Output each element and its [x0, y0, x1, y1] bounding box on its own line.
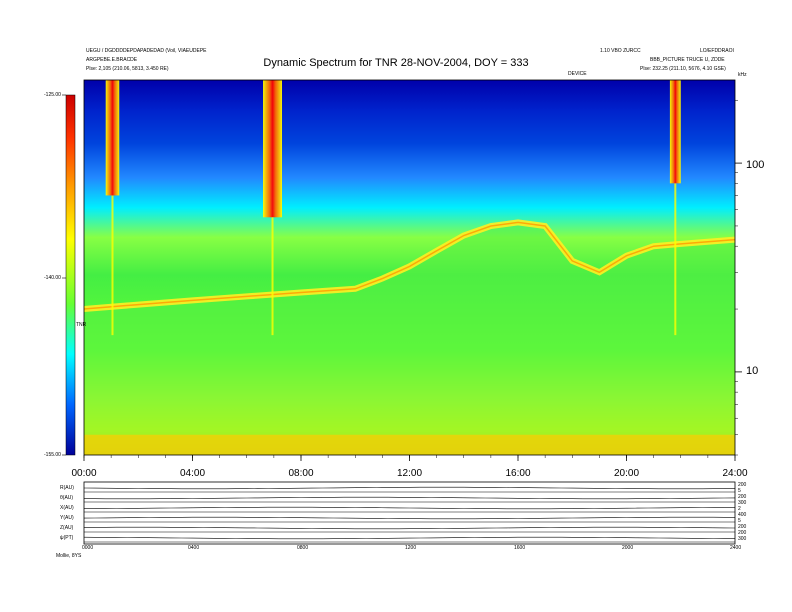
orbit-row-label: ψ(PT)	[60, 535, 74, 541]
x-tick-label: 20:00	[613, 468, 640, 479]
radio-burst	[669, 80, 681, 184]
orbit-footer-label: Mollie, 8YS	[56, 553, 82, 559]
x-tick-label: 12:00	[396, 468, 423, 479]
header-right-line2: LO/EFDDRAOI	[700, 48, 734, 54]
orbit-row-label: Z(AU)	[60, 525, 74, 531]
orbit-panel	[83, 481, 736, 545]
orbit-right-label: 5	[738, 488, 741, 494]
x-tick-label: 04:00	[179, 468, 206, 479]
header-left-line1: UEGU / DGDDDDEPDAPADEDAD (Voil, VIAEUDEP…	[86, 48, 207, 54]
band-fill	[84, 222, 735, 455]
orbit-row-label: R(AU)	[60, 485, 74, 491]
y-tick-label: 10	[746, 365, 759, 377]
orbit-x-label: 1200	[405, 545, 417, 551]
orbit-x-label: 2400	[730, 545, 742, 551]
header-right-line3: BBB_PICTURE TRUCE U, ZDDE	[650, 57, 725, 63]
x-tick-label: 24:00	[722, 468, 748, 479]
orbit-x-label: 2000	[622, 545, 634, 551]
chart-title: Dynamic Spectrum for TNR 28-NOV-2004, DO…	[263, 57, 529, 69]
orbit-x-label: 0000	[82, 545, 94, 551]
y-tick-label: 100	[746, 159, 765, 171]
header-right-line4: Plse: 232.25 (211.10, 5676, 4.10 GSE)	[640, 66, 726, 72]
header-device-label: DEVICE	[568, 71, 587, 77]
orbit-trace	[83, 486, 736, 490]
orbit-x-label: 1600	[514, 545, 526, 551]
orbit-right-label: 200	[738, 482, 747, 488]
orbit-trace	[84, 496, 736, 500]
orbit-row-label: θ(AU)	[60, 495, 74, 501]
radio-burst	[105, 80, 120, 196]
colorbar	[65, 94, 76, 456]
colorbar-tick-bottom: -155.00	[44, 452, 61, 458]
orbit-right-label: 200	[738, 530, 747, 536]
orbit-x-label: 0800	[297, 545, 309, 551]
orbit-trace	[83, 516, 735, 520]
radio-burst	[263, 80, 283, 218]
colorbar-tick-top: -125.00	[44, 92, 61, 98]
colorbar-unit-label: TNR	[76, 322, 87, 328]
orbit-right-label: 200	[738, 494, 747, 500]
orbit-row-label: X(AU)	[60, 505, 74, 511]
header-left-line3: Plse: 2,105 (210.06, 5813, 3.450 RE)	[86, 66, 169, 72]
orbit-right-label: 300	[738, 536, 747, 542]
x-tick-label: 16:00	[505, 468, 531, 479]
orbit-frame	[83, 481, 736, 545]
x-tick-label: 00:00	[71, 468, 97, 479]
orbit-row-label: Y(AU)	[60, 515, 74, 521]
low-freq-floor	[84, 434, 735, 455]
units-corner-label: kHz	[738, 72, 747, 78]
colorbar-tick-mid: -140.00	[44, 275, 61, 281]
orbit-right-label: 400	[738, 512, 747, 518]
orbit-trace	[83, 526, 736, 530]
orbit-x-label: 0400	[188, 545, 200, 551]
orbit-right-label: 2	[738, 506, 741, 512]
band-edge-line	[83, 221, 736, 310]
orbit-right-label: 300	[738, 500, 747, 506]
orbit-right-label: 200	[738, 524, 747, 530]
x-tick-label: 08:00	[288, 468, 314, 479]
header-left-line2: ARGPEBE.E.BRACDE	[86, 57, 138, 63]
orbit-trace	[83, 536, 736, 540]
orbit-trace	[84, 506, 735, 510]
orbit-right-label: 5	[738, 518, 741, 524]
header-right-line1: 1.10 VBO ZURCC	[600, 48, 641, 54]
